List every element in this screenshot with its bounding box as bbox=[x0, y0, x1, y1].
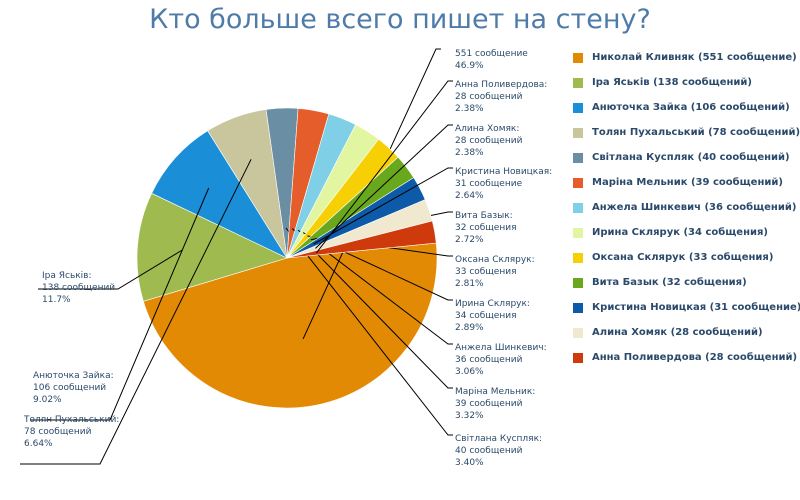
data-label-7: Анжела Шинкевич: 36 сообщений 3.06% bbox=[455, 343, 547, 377]
legend-swatch bbox=[573, 328, 583, 338]
legend-item: Алина Хомяк (28 сообщений) bbox=[573, 327, 798, 352]
data-label-1: 551 сообщение 46.9% bbox=[455, 49, 528, 71]
leader-line-12 bbox=[315, 124, 453, 249]
legend-label: Вита Базык (32 собщения) bbox=[592, 277, 747, 288]
leader-line-5 bbox=[285, 227, 453, 436]
legend-label: Анжела Шинкевич (36 сообщений) bbox=[592, 202, 797, 213]
chart-title: Кто больше всего пишет на стену? bbox=[149, 4, 651, 35]
legend-item: Світлана Куспляк (40 сообщений) bbox=[573, 152, 798, 177]
leader-line-13 bbox=[316, 80, 453, 254]
legend-item: Маріна Мельник (39 сообщений) bbox=[573, 177, 798, 202]
data-label-9: Оксана Склярук: 33 собщения 2.81% bbox=[455, 255, 535, 289]
data-label-8: Ирина Склярук: 34 собщения 2.89% bbox=[455, 299, 530, 333]
leader-line-11 bbox=[313, 167, 453, 245]
legend-item: Оксана Склярук (33 собщения) bbox=[573, 252, 798, 277]
legend-swatch bbox=[573, 53, 583, 63]
legend-swatch bbox=[573, 278, 583, 288]
legend-swatch bbox=[573, 178, 583, 188]
legend-swatch bbox=[573, 103, 583, 113]
legend-label: Алина Хомяк (28 сообщений) bbox=[592, 327, 763, 338]
legend-swatch bbox=[573, 78, 583, 88]
legend-swatch bbox=[573, 153, 583, 163]
legend-item: Анна Поливердова (28 сообщений) bbox=[573, 352, 798, 377]
legend-item: Ирина Склярук (34 собщения) bbox=[573, 227, 798, 252]
legend-item: Николай Кливняк (551 сообщение) bbox=[573, 52, 798, 77]
data-label-4: Толян Пухальський: 78 сообщений 6.64% bbox=[23, 415, 119, 449]
data-label-12: Алина Хомяк: 28 сообщений 2.38% bbox=[455, 124, 523, 158]
legend-item: Анюточка Зайка (106 сообщений) bbox=[573, 102, 798, 127]
leader-line-8 bbox=[302, 232, 453, 301]
legend-label: Оксана Склярук (33 собщения) bbox=[592, 252, 774, 263]
data-label-13: Анна Поливердова: 28 сообщений 2.38% bbox=[455, 80, 547, 114]
legend-swatch bbox=[573, 128, 583, 138]
legend-swatch bbox=[573, 303, 583, 313]
legend-label: Ирина Склярук (34 собщения) bbox=[592, 227, 768, 238]
data-label-6: Маріна Мельник: 39 сообщений 3.32% bbox=[455, 387, 535, 421]
pie-slice-1 bbox=[143, 242, 438, 409]
data-label-2: Іра Яськів: 138 сообщений 11.7% bbox=[42, 271, 115, 305]
data-label-5: Світлана Куспляк: 40 сообщений 3.40% bbox=[455, 434, 542, 468]
legend-label: Толян Пухальський (78 сообщений) bbox=[592, 127, 800, 138]
legend-item: Кристина Новицкая (31 сообщение) bbox=[573, 302, 800, 327]
leader-line-7 bbox=[297, 229, 453, 345]
legend-item: Вита Базык (32 собщения) bbox=[573, 277, 798, 302]
legend-swatch bbox=[573, 203, 583, 213]
data-label-10: Вита Базык: 32 собщения 2.72% bbox=[455, 211, 516, 245]
leader-line-2 bbox=[38, 249, 183, 290]
leader-line-4 bbox=[20, 159, 252, 465]
legend-label: Кристина Новицкая (31 сообщение) bbox=[592, 302, 800, 313]
legend-item: Анжела Шинкевич (36 сообщений) bbox=[573, 202, 798, 227]
legend-swatch bbox=[573, 253, 583, 263]
legend-label: Маріна Мельник (39 сообщений) bbox=[592, 177, 783, 188]
leader-line-6 bbox=[291, 228, 453, 389]
legend-swatch bbox=[573, 353, 583, 363]
legend-swatch bbox=[573, 228, 583, 238]
legend-label: Анна Поливердова (28 сообщений) bbox=[592, 352, 798, 363]
pie-slice-2 bbox=[136, 192, 288, 302]
chart-legend: Николай Кливняк (551 сообщение) Іра Яські… bbox=[573, 52, 800, 377]
legend-label: Николай Кливняк (551 сообщение) bbox=[592, 52, 797, 63]
legend-label: Анюточка Зайка (106 сообщений) bbox=[592, 102, 790, 113]
legend-label: Іра Яськів (138 сообщений) bbox=[592, 77, 752, 88]
data-label-11: Кристина Новицкая: 31 сообщение 2.64% bbox=[455, 167, 552, 201]
legend-item: Толян Пухальський (78 сообщений) bbox=[573, 127, 800, 152]
legend-item: Іра Яськів (138 сообщений) bbox=[573, 77, 798, 102]
pie-chart: 551 сообщение 46.9% Іра Яськів: 138 сообщен… bbox=[20, 48, 552, 468]
pie-slice-13 bbox=[286, 220, 437, 259]
pie-slice-3 bbox=[151, 130, 288, 259]
data-label-3: Анюточка Зайка: 106 сообщений 9.02% bbox=[33, 371, 114, 405]
legend-label: Світлана Куспляк (40 сообщений) bbox=[592, 152, 790, 163]
leader-line-3 bbox=[30, 187, 210, 421]
